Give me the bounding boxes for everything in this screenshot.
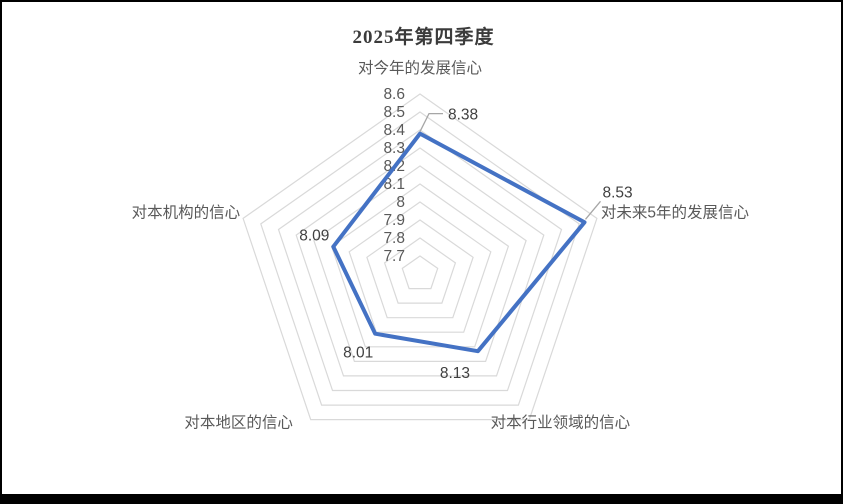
category-label: 对本机构的信心 (132, 203, 241, 221)
gridline-ring (401, 255, 439, 290)
axis-tick-label: 7.9 (383, 212, 405, 229)
gridline-ring (242, 93, 598, 421)
gridline-ring (295, 147, 545, 377)
data-label: 8.01 (343, 345, 373, 362)
axis-tick-label: 8.6 (383, 86, 405, 103)
axis-tick-label: 8.3 (383, 140, 405, 157)
gridline-ring (348, 201, 492, 333)
data-label: 8.13 (440, 365, 470, 382)
gridline-ring (313, 165, 527, 362)
gridline-ring (277, 129, 563, 392)
chart-title: 2025年第四季度 (352, 27, 495, 48)
axis-tick-label: 7.8 (383, 230, 405, 247)
category-label: 对本地区的信心 (184, 414, 293, 432)
data-label: 8.53 (603, 184, 633, 201)
leader-line (585, 200, 601, 220)
gridline-ring (383, 237, 457, 304)
axis-tick-label: 8.4 (383, 122, 405, 139)
axis-tick-label: 8.1 (383, 176, 405, 193)
data-label: 8.09 (299, 228, 329, 245)
radar-series-line (331, 131, 587, 354)
category-label: 对今年的发展信心 (358, 59, 482, 77)
leader-line (419, 112, 443, 132)
gridline-ring (366, 219, 474, 319)
data-label: 8.38 (448, 107, 478, 124)
axis-tick-label: 7.7 (383, 248, 405, 265)
category-label: 对本行业领域的信心 (491, 414, 631, 432)
axis-tick-label: 8 (396, 194, 405, 211)
gridline-ring (330, 183, 510, 348)
category-label: 对未来5年的发展信心 (601, 203, 749, 221)
axis-tick-label: 8.5 (383, 104, 405, 121)
